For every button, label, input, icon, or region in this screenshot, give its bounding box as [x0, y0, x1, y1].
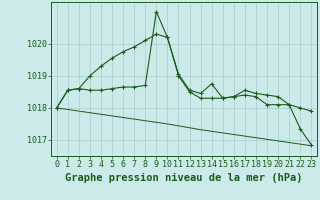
X-axis label: Graphe pression niveau de la mer (hPa): Graphe pression niveau de la mer (hPa) — [65, 173, 303, 183]
